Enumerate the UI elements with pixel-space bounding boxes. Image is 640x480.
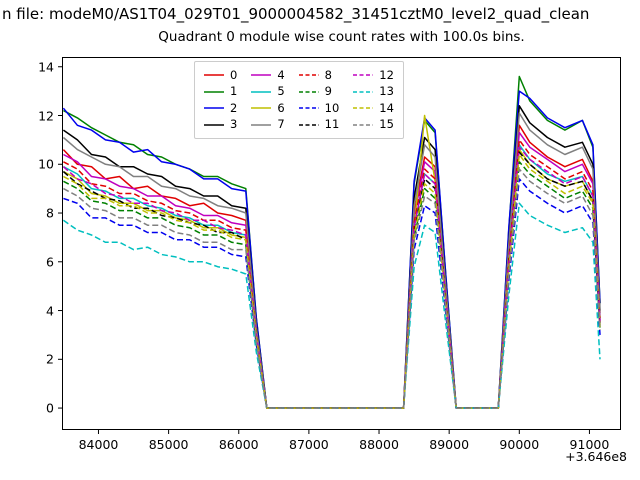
legend-column: 0 1 2 3 bbox=[204, 67, 237, 133]
legend-entry-8: 8 bbox=[298, 67, 340, 84]
legend-label: 5 bbox=[277, 84, 285, 98]
series-line-5 bbox=[63, 144, 601, 409]
legend-entry-9: 9 bbox=[298, 84, 340, 101]
chart-title: Quadrant 0 module wise count rates with … bbox=[158, 29, 525, 45]
legend-label: 1 bbox=[230, 84, 238, 98]
legend-entry-6: 6 bbox=[251, 100, 285, 117]
legend-entry-15: 15 bbox=[353, 117, 394, 134]
x-axis-offset-label: +3.646e8 bbox=[565, 449, 627, 464]
series-line-0 bbox=[62, 124, 601, 409]
series-line-14 bbox=[63, 153, 601, 409]
legend-column: 8 9 10 11 bbox=[298, 67, 340, 134]
legend-line-sample bbox=[353, 123, 374, 126]
file-name-suptitle: n file: modeM0/AS1T04_029T01_9000004582_… bbox=[2, 5, 590, 23]
x-tick-label: 87000 bbox=[288, 437, 329, 452]
legend-label: 0 bbox=[230, 67, 238, 82]
legend-entry-12: 12 bbox=[353, 67, 394, 84]
legend-line-sample bbox=[204, 123, 224, 126]
legend-line-sample bbox=[251, 107, 272, 110]
legend-line-sample bbox=[251, 123, 272, 126]
legend-label: 4 bbox=[277, 67, 285, 82]
legend-label: 6 bbox=[277, 100, 285, 115]
series-line-11 bbox=[62, 151, 601, 409]
legend-label: 2 bbox=[230, 100, 238, 115]
legend-line-sample bbox=[204, 107, 224, 110]
legend-label: 14 bbox=[379, 100, 394, 115]
series-line-4 bbox=[63, 131, 601, 409]
y-tick-label: 4 bbox=[46, 303, 54, 319]
x-tick-label: 91000 bbox=[569, 437, 610, 452]
legend-column: 12 13 14 15 bbox=[353, 67, 394, 133]
legend-line-sample bbox=[204, 74, 224, 77]
legend-line-sample bbox=[251, 90, 272, 93]
legend-entry-1: 1 bbox=[204, 84, 237, 101]
legend-entry-14: 14 bbox=[353, 100, 394, 117]
legend-line-sample bbox=[353, 107, 374, 110]
legend-line-sample bbox=[298, 123, 319, 126]
legend-entry-0: 0 bbox=[204, 67, 237, 84]
legend-label: 9 bbox=[324, 84, 332, 98]
legend-label: 11 bbox=[324, 117, 340, 131]
legend-entry-2: 2 bbox=[204, 100, 237, 117]
legend-entry-11: 11 bbox=[298, 117, 340, 134]
legend-entry-7: 7 bbox=[251, 117, 285, 134]
legend-entry-3: 3 bbox=[204, 117, 237, 134]
y-tick-label: 10 bbox=[38, 156, 54, 172]
x-tick-label: 89000 bbox=[429, 437, 470, 452]
legend-line-sample bbox=[353, 90, 374, 93]
legend-label: 10 bbox=[324, 100, 340, 115]
y-tick-label: 6 bbox=[46, 254, 54, 270]
series-line-10 bbox=[63, 178, 601, 409]
x-tick-label: 90000 bbox=[499, 437, 540, 452]
legend-line-sample bbox=[251, 74, 272, 77]
legend-line-sample bbox=[298, 74, 319, 77]
legend-column: 4 5 6 7 bbox=[251, 67, 285, 134]
legend-entry-5: 5 bbox=[251, 84, 285, 101]
legend-label: 8 bbox=[324, 67, 332, 82]
x-tick-label: 88000 bbox=[359, 437, 399, 452]
legend-line-sample bbox=[298, 90, 319, 93]
legend-label: 7 bbox=[277, 117, 285, 131]
legend-entry-10: 10 bbox=[298, 100, 340, 117]
legend-entry-13: 13 bbox=[353, 84, 394, 101]
series-line-15 bbox=[63, 168, 601, 409]
legend: 0 1 2 3 4 5 6 7 8 9 10 11 12 13 14 15 bbox=[194, 61, 404, 139]
legend-label: 15 bbox=[379, 117, 394, 131]
legend-line-sample bbox=[204, 90, 224, 93]
x-tick-label: 85000 bbox=[148, 437, 189, 452]
legend-label: 3 bbox=[230, 117, 238, 131]
y-tick-label: 0 bbox=[46, 400, 54, 416]
x-tick-label: 84000 bbox=[78, 437, 119, 452]
y-tick-label: 2 bbox=[46, 351, 54, 367]
legend-line-sample bbox=[353, 74, 374, 77]
legend-label: 12 bbox=[379, 67, 394, 82]
legend-line-sample bbox=[298, 107, 319, 110]
y-tick-label: 12 bbox=[38, 108, 54, 123]
legend-label: 13 bbox=[379, 84, 394, 98]
y-tick-label: 8 bbox=[46, 205, 54, 221]
y-tick-label: 14 bbox=[38, 59, 54, 75]
series-line-13 bbox=[62, 202, 601, 409]
legend-entry-4: 4 bbox=[251, 67, 285, 84]
x-tick-label: 86000 bbox=[218, 437, 259, 452]
